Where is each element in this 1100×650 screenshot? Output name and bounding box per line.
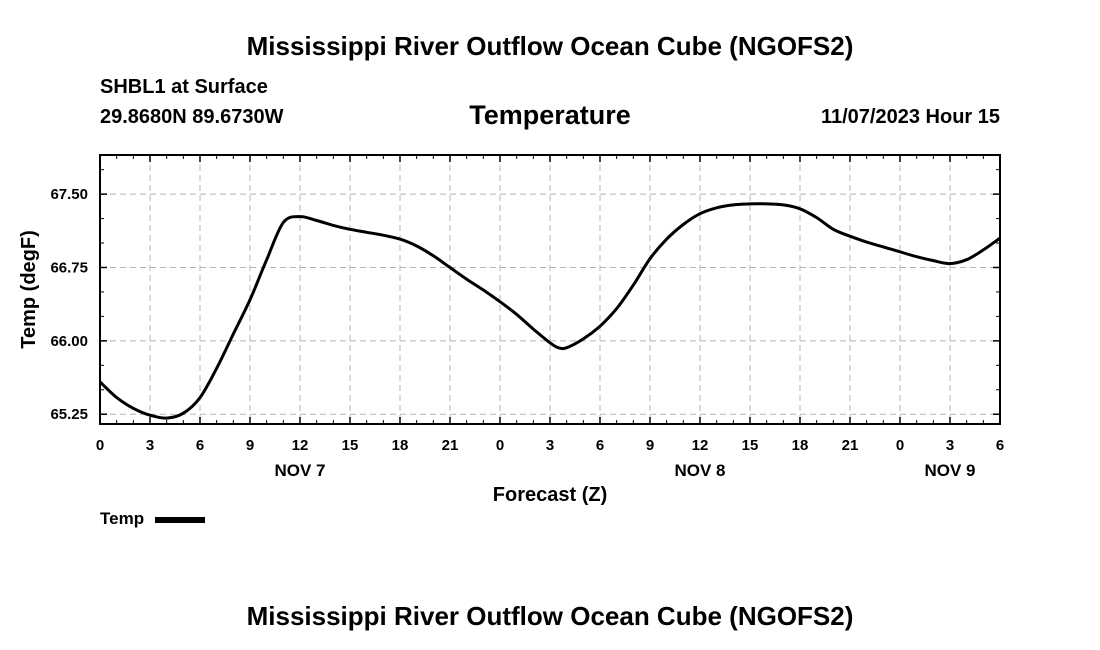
x-tick-label: 0 <box>896 437 904 454</box>
x-tick-label: 15 <box>342 437 359 454</box>
chart-title: Mississippi River Outflow Ocean Cube (NG… <box>246 31 854 61</box>
x-tick-label: 21 <box>842 437 859 454</box>
x-tick-label: 12 <box>292 437 309 454</box>
x-tick-label: 18 <box>392 437 409 454</box>
x-tick-label: 0 <box>96 437 104 454</box>
y-tick-label: 65.25 <box>50 406 88 423</box>
x-tick-label: 3 <box>146 437 154 454</box>
footer-title: Mississippi River Outflow Ocean Cube (NG… <box>246 601 854 631</box>
x-tick-label: 21 <box>442 437 459 454</box>
legend: Temp <box>100 509 205 529</box>
grid-lines <box>100 155 1000 424</box>
x-tick-label: 3 <box>946 437 954 454</box>
x-axis-title: Forecast (Z) <box>493 484 607 506</box>
axis-ticks <box>99 155 1001 424</box>
x-tick-label: 18 <box>792 437 809 454</box>
axis-labels: 0 3 6 9 12 15 18 21 0 3 6 9 12 15 18 21 0 3 6 65.25 66.00 66.… <box>18 186 1004 506</box>
date-label: NOV 8 <box>674 461 725 480</box>
y-tick-label: 66.00 <box>50 333 88 350</box>
coordinates-label: 29.8680N 89.6730W <box>100 106 284 128</box>
x-tick-label: 0 <box>496 437 504 454</box>
x-tick-label: 15 <box>742 437 759 454</box>
timestamp-label: 11/07/2023 Hour 15 <box>820 106 1000 128</box>
y-tick-label: 67.50 <box>50 186 88 203</box>
station-label: SHBL1 at Surface <box>100 76 268 98</box>
x-tick-label: 12 <box>692 437 709 454</box>
date-label: NOV 9 <box>924 461 975 480</box>
x-tick-label: 9 <box>646 437 654 454</box>
x-tick-label: 9 <box>246 437 254 454</box>
temp-series-line <box>98 202 1001 420</box>
x-tick-label: 3 <box>546 437 554 454</box>
date-label: NOV 7 <box>274 461 325 480</box>
variable-title: Temperature <box>469 100 631 130</box>
y-axis-title: Temp (degF) <box>18 230 40 349</box>
legend-line-swatch <box>154 516 205 523</box>
x-tick-label: 6 <box>596 437 604 454</box>
y-tick-label: 66.75 <box>50 259 88 276</box>
x-tick-label: 6 <box>996 437 1004 454</box>
legend-label: Temp <box>100 509 145 528</box>
x-tick-label: 6 <box>196 437 204 454</box>
temperature-chart: 0 3 6 9 12 15 18 21 0 3 6 9 12 15 18 21 0 3 6 65.25 66.00 66.… <box>18 154 1004 506</box>
